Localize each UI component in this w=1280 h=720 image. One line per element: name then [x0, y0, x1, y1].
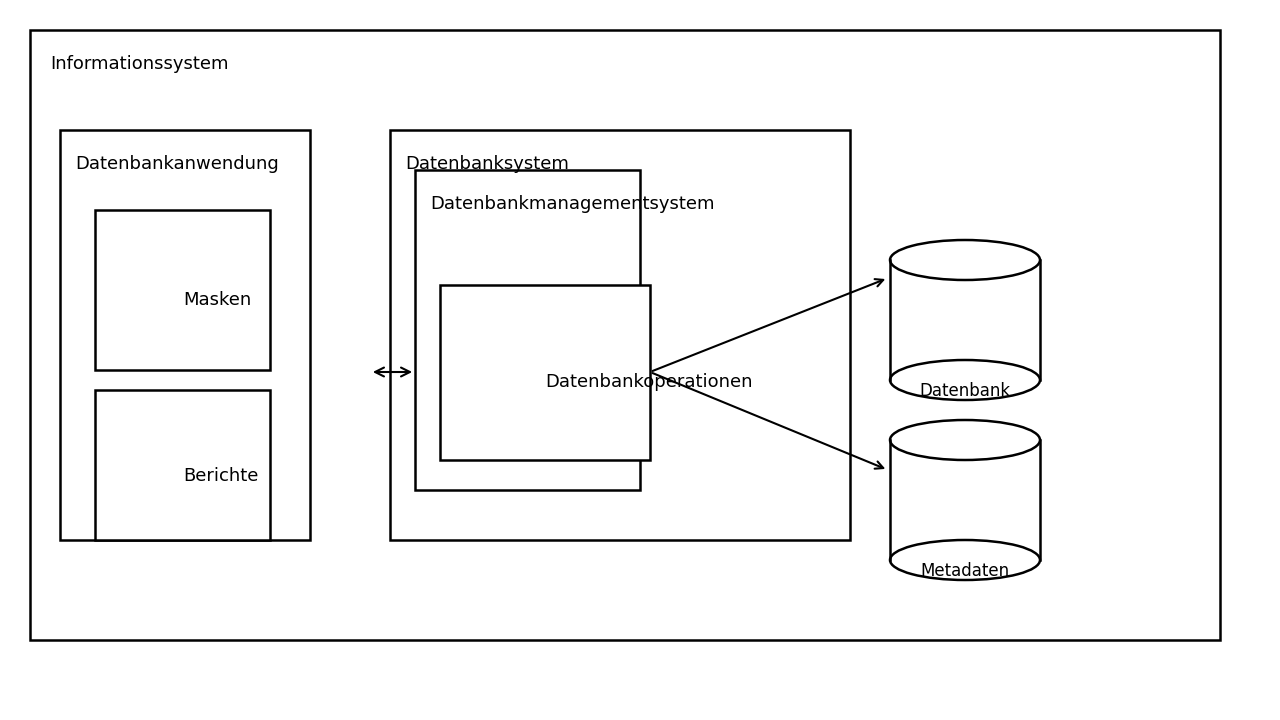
Text: Datenbankmanagementsystem: Datenbankmanagementsystem — [430, 195, 714, 213]
Text: Metadaten: Metadaten — [920, 562, 1010, 580]
Text: Datenbankanwendung: Datenbankanwendung — [76, 155, 279, 173]
Text: Masken: Masken — [183, 291, 251, 309]
Text: Datenbank: Datenbank — [919, 382, 1011, 400]
Bar — [95, 390, 270, 540]
Bar — [890, 440, 1039, 560]
Ellipse shape — [890, 540, 1039, 580]
Bar — [95, 210, 270, 370]
Bar — [890, 260, 1039, 380]
Bar — [29, 30, 1220, 640]
Ellipse shape — [890, 240, 1039, 280]
Bar — [440, 285, 650, 460]
Ellipse shape — [890, 420, 1039, 460]
Ellipse shape — [890, 360, 1039, 400]
Bar — [390, 130, 850, 540]
Text: Berichte: Berichte — [183, 467, 259, 485]
Text: Datenbanksystem: Datenbanksystem — [404, 155, 568, 173]
Text: Informationssystem: Informationssystem — [50, 55, 229, 73]
Bar — [60, 130, 310, 540]
Bar — [415, 170, 640, 490]
Text: Datenbankoperationen: Datenbankoperationen — [545, 373, 753, 391]
